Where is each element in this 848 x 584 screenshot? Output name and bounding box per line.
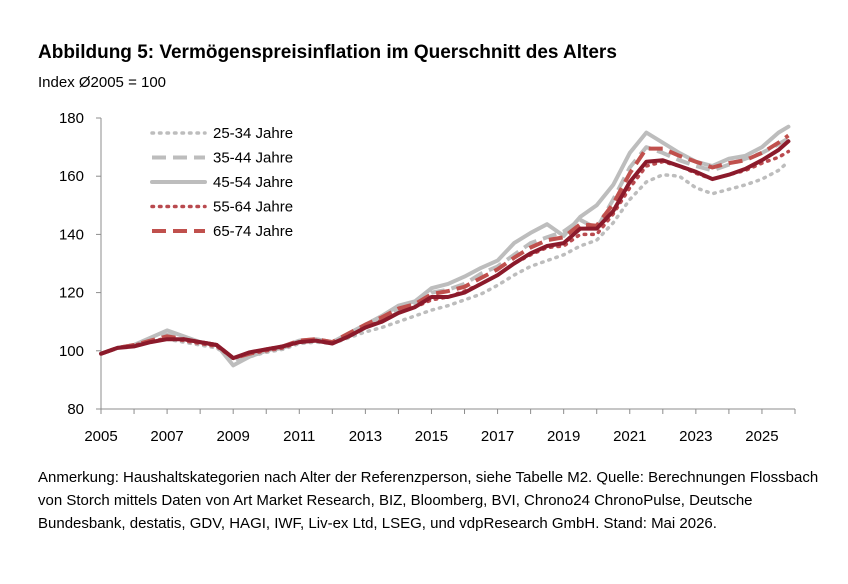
chart-note: Anmerkung: Haushaltskategorien nach Alte… [38,469,819,532]
series-line-5 [99,139,791,361]
legend-label: 45-54 Jahre [213,174,293,191]
tick-labels: 80 100 120 140 160 180 2005 2007 2009 2011 2013 201… [59,110,779,445]
legend-label: 35-44 Jahre [213,150,293,167]
x-tick-label: 2019 [547,428,580,445]
y-tick-label: 100 [59,343,84,360]
y-tick-label: 180 [59,110,84,127]
legend-label: 65-74 Jahre [213,223,293,240]
y-tick-label: 160 [59,168,84,185]
x-tick-label: 2007 [150,428,183,445]
series-line-0 [99,159,791,362]
y-tick-label: 120 [59,285,84,302]
x-tick-label: 2011 [283,428,315,445]
x-tick-label: 2009 [217,428,250,445]
legend: 25-34 Jahre 35-44 Jahre 45-54 Jahre 55-64 J… [150,125,293,240]
legend-label: 25-34 Jahre [213,125,293,142]
series-line-1 [100,136,790,365]
x-tick-label: 2015 [415,428,448,445]
line-chart: 80 100 120 140 160 180 2005 2007 2009 2011 2013 201… [59,110,796,445]
x-tick-label: 2025 [745,428,778,445]
legend-label: 55-64 Jahre [213,199,293,216]
chart-axes [96,117,796,414]
x-tick-label: 2013 [349,428,382,445]
x-tick-label: 2023 [679,428,712,445]
x-tick-label: 2021 [613,428,646,445]
y-tick-label: 140 [59,226,84,243]
series-lines [99,124,791,368]
chart-subtitle: Index Ø2005 = 100 [38,74,167,91]
x-tick-label: 2005 [84,428,117,445]
y-tick-label: 80 [67,401,84,418]
chart-title: Abbildung 5: Vermögenspreisinflation im … [38,42,617,63]
x-tick-label: 2017 [481,428,514,445]
